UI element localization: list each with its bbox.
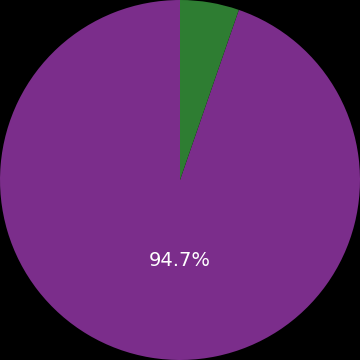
Text: 94.7%: 94.7% <box>149 252 211 270</box>
Wedge shape <box>180 0 239 180</box>
